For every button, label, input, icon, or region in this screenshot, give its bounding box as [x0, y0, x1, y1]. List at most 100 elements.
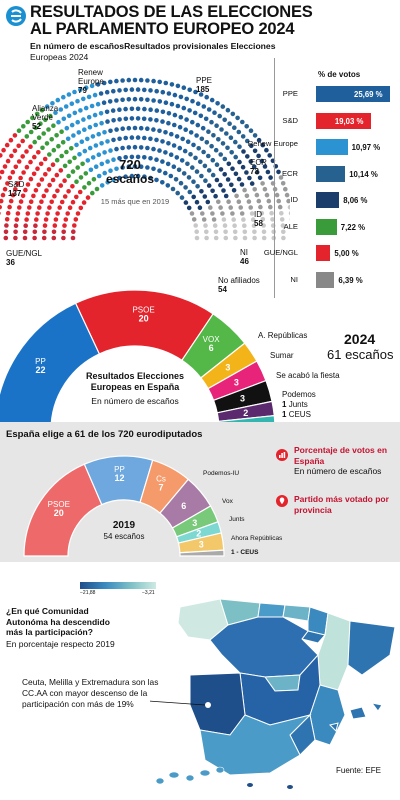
seat-dot-ppe: [120, 165, 125, 170]
seat-dot-alianza-verde: [39, 107, 45, 113]
seat-dot-id: [191, 194, 196, 200]
seat-dot-no-afiliados: [233, 235, 238, 241]
seat-dot-renew-europe: [66, 92, 72, 97]
seat-dot-alianza-verde: [86, 180, 92, 186]
seat-dot-gue-ngl: [23, 223, 29, 228]
seat-dot-ecr: [213, 147, 219, 153]
seat-dot-ecr: [217, 113, 222, 119]
seat-dot-renew-europe: [96, 173, 102, 179]
seat-dot-ppe: [157, 168, 162, 173]
seat-dot-ecr: [230, 111, 236, 117]
label-renew: Renew Europe 79: [78, 68, 118, 95]
map-scale-min: −21,88: [80, 590, 96, 596]
seat-dot-s-d: [28, 199, 34, 204]
seat-dot-s-d: [31, 171, 37, 177]
seat-dot-renew-europe: [85, 136, 90, 142]
map-pais-vasco: [282, 604, 311, 622]
seat-dot-s-d: [0, 192, 6, 198]
seat-dot-ppe: [132, 144, 138, 150]
seat-dot-ppe: [191, 142, 196, 148]
seat-dot-no-afiliados: [232, 229, 238, 235]
seat-dot-gue-ngl: [13, 229, 18, 235]
map-ibiza: [329, 722, 339, 732]
seat-dot-renew-europe: [82, 148, 88, 154]
seat-dot-ecr: [187, 189, 193, 195]
seat-dot-alianza-verde: [44, 141, 50, 146]
es24-value-se-acab-la-fiesta: 3: [240, 394, 245, 404]
seat-dot-id: [267, 153, 273, 158]
vote-label-ale: ALE: [283, 221, 298, 231]
seat-dot-alianza-verde: [56, 143, 61, 149]
seat-dot-ni: [236, 199, 242, 204]
seat-dot-ecr: [216, 137, 221, 142]
seat-dot-ni: [256, 198, 262, 204]
legend-votes-rest: En número de escaños: [294, 466, 382, 476]
seat-dot-ppe: [168, 152, 174, 157]
seat-dot-ni: [283, 186, 288, 192]
seat-dot-alianza-verde: [36, 135, 42, 140]
seat-dot-ppe: [198, 113, 204, 119]
seat-dot-ppe: [148, 136, 153, 142]
seat-dot-ppe: [187, 108, 192, 113]
seat-dot-s-d: [63, 217, 69, 222]
seat-dot-id: [225, 177, 231, 182]
label-greens: Alianza Verde 52: [32, 104, 68, 131]
seat-dot-ppe: [151, 166, 156, 172]
seat-dot-renew-europe: [102, 130, 107, 135]
seat-dot-ecr: [229, 150, 234, 155]
seat-dot-id: [259, 158, 265, 164]
vote-bar-ni: [316, 271, 335, 288]
seat-dot-ppe: [95, 82, 101, 87]
label-junts-name: Junts: [288, 400, 308, 409]
seat-dot-ppe: [114, 98, 119, 103]
seat-dot-id: [186, 205, 192, 211]
seat-dot-ecr: [188, 152, 193, 157]
seat-dot-no-afiliados: [213, 229, 219, 235]
es19-name-cs: Cs: [156, 474, 166, 483]
seat-dot-s-d: [13, 187, 18, 192]
seat-dot-s-d: [54, 172, 60, 178]
vote-value-renew-europe: 10,97 %: [351, 143, 381, 152]
seat-dot-no-afiliados: [259, 210, 265, 216]
label-ecr-name: ECR: [250, 158, 267, 167]
label19-vox: Vox: [222, 498, 233, 505]
seat-dot-ecr: [244, 124, 249, 129]
seat-dot-ppe: [204, 94, 209, 100]
subtitle-bold: En número de escaños: [30, 41, 125, 51]
seat-dot-ppe: [142, 106, 147, 112]
es24-value-sumar: 3: [234, 378, 239, 388]
seat-dot-gue-ngl: [13, 223, 19, 228]
seat-dot-alianza-verde: [54, 157, 60, 163]
seat-dot-ppe: [154, 108, 160, 113]
seat-dot-alianza-verde: [16, 128, 22, 133]
seat-dot-s-d: [20, 154, 26, 159]
seat-dot-id: [230, 166, 235, 171]
es19-value-junts: 2: [196, 529, 201, 539]
seat-dot-no-afiliados: [250, 217, 256, 222]
seat-dot-s-d: [78, 205, 84, 211]
seat-dot-id: [265, 169, 271, 175]
vote-value-ppe: 25,69 %: [354, 90, 383, 99]
seat-dot-ppe: [135, 87, 141, 92]
seat-dot-ecr: [214, 123, 219, 128]
seat-dot-ppe: [163, 80, 169, 86]
seat-dot-renew-europe: [95, 101, 101, 107]
vote-label-ni: NI: [290, 274, 298, 284]
seat-dot-renew-europe: [92, 92, 98, 98]
seat-dot-ecr: [245, 138, 250, 144]
seat-dot-ppe: [163, 130, 168, 135]
seat-dot-renew-europe: [72, 110, 78, 116]
seat-dot-s-d: [4, 142, 10, 148]
seat-dot-s-d: [28, 159, 33, 165]
seat-dot-ppe: [114, 78, 119, 84]
vote-value-gue-ngl: 5,00 %: [334, 249, 359, 258]
seat-dot-alianza-verde: [72, 155, 77, 161]
seat-dot-ecr: [220, 104, 226, 109]
map-question-sub: En porcentaje respecto 2019: [6, 639, 115, 649]
seat-dot-ecr: [209, 119, 214, 125]
seat-dot-alianza-verde: [48, 113, 53, 119]
seat-dot-no-afiliados: [221, 217, 227, 222]
seat-dot-ppe: [200, 125, 206, 131]
seat-dot-ecr: [225, 107, 231, 113]
seat-dot-id: [248, 159, 254, 164]
